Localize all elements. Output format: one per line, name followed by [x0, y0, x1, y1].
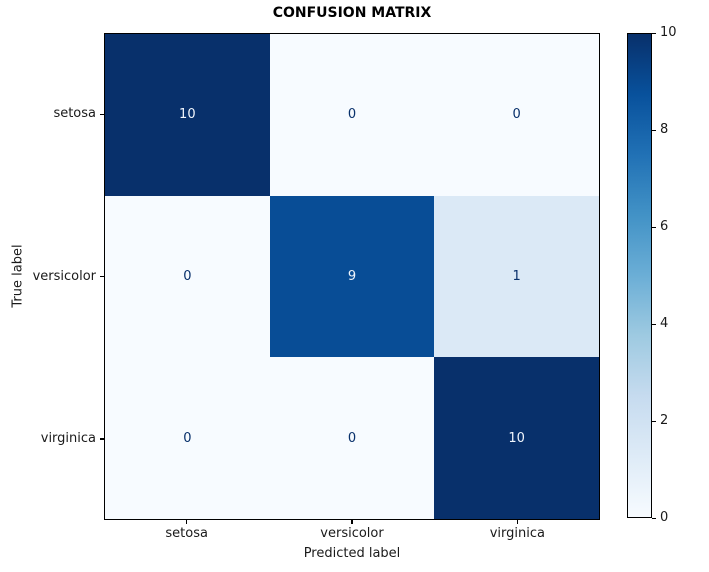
- heatmap-cell-versicolor-setosa: 0: [105, 195, 270, 358]
- x-tick-label-setosa: setosa: [165, 526, 208, 541]
- colorbar-tick-mark: [652, 420, 656, 422]
- y-tick-label-virginica: virginica: [40, 430, 96, 446]
- cell-value: 9: [347, 268, 357, 284]
- x-axis-label: Predicted label: [303, 546, 401, 561]
- colorbar-tick-mark: [652, 32, 656, 34]
- heatmap-cell-virginica-virginica: 10: [434, 357, 599, 519]
- colorbar-tick-label-0: 0: [660, 510, 669, 525]
- chart-title: CONFUSION MATRIX: [272, 5, 432, 21]
- heatmap-cell-virginica-versicolor: 0: [269, 357, 435, 519]
- y-tick-mark: [100, 276, 104, 278]
- y-tick-mark: [100, 113, 104, 115]
- colorbar-tick-mark: [652, 226, 656, 228]
- cell-value: 0: [347, 107, 357, 123]
- heatmap-cell-versicolor-virginica: 1: [434, 195, 599, 358]
- heatmap-cell-setosa-versicolor: 0: [269, 34, 435, 196]
- cell-value: 0: [512, 107, 521, 123]
- cell-value: 10: [179, 107, 196, 123]
- cell-value: 0: [183, 430, 192, 446]
- cell-value: 0: [347, 430, 357, 446]
- colorbar-tick-mark: [652, 129, 656, 131]
- y-tick-label-setosa: setosa: [53, 106, 96, 122]
- heatmap-cell-setosa-setosa: 10: [105, 34, 270, 196]
- colorbar-tick-mark: [652, 323, 656, 325]
- x-tick-mark: [186, 520, 188, 524]
- heatmap-cell-setosa-virginica: 0: [434, 34, 599, 196]
- heatmap-cell-virginica-setosa: 0: [105, 357, 270, 519]
- colorbar-tick-label-4: 4: [660, 316, 669, 331]
- x-tick-mark: [516, 520, 518, 524]
- y-tick-label-versicolor: versicolor: [32, 268, 96, 284]
- x-tick-label-virginica: virginica: [489, 526, 545, 541]
- y-tick-mark: [100, 438, 104, 440]
- colorbar-tick-label-6: 6: [660, 219, 669, 234]
- cell-value: 10: [508, 430, 525, 446]
- colorbar-tick-label-10: 10: [660, 25, 677, 40]
- x-tick-mark: [351, 520, 353, 524]
- colorbar-tick-label-2: 2: [660, 413, 669, 428]
- colorbar-tick-mark: [652, 517, 656, 519]
- cell-value: 0: [183, 268, 192, 284]
- heatmap-cell-versicolor-versicolor: 9: [269, 195, 435, 358]
- colorbar: [627, 33, 652, 518]
- x-tick-label-versicolor: versicolor: [320, 526, 384, 541]
- heatmap-grid: 10 0 0 0 9 1 0 0 10: [104, 33, 600, 520]
- cell-value: 1: [512, 268, 521, 284]
- colorbar-tick-label-8: 8: [660, 122, 669, 137]
